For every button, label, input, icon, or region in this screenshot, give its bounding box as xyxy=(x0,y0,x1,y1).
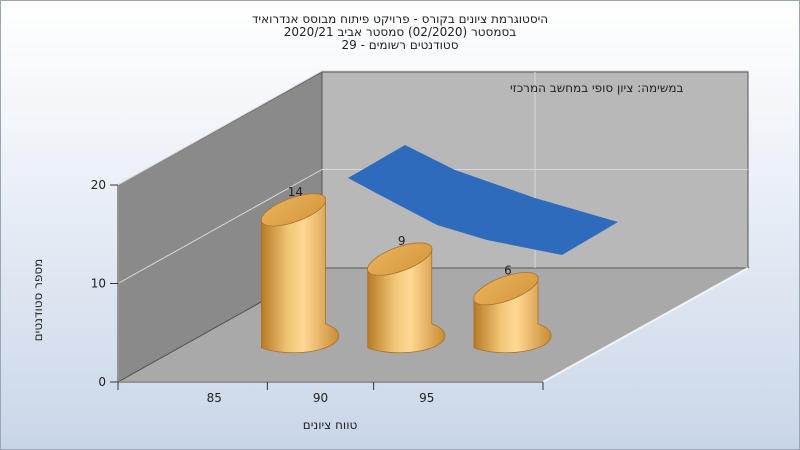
y-tick-label: 0 xyxy=(98,375,106,389)
bar-value-label: 9 xyxy=(398,234,406,248)
bar-cap xyxy=(473,272,539,306)
chart-title-line-2: בסמסטר (02/2020) סמסטר אביב 2020/21 xyxy=(283,25,517,39)
bar-cap xyxy=(367,242,433,276)
y-axis: 0 10 20 xyxy=(91,178,119,389)
x-tick-label: 95 xyxy=(419,391,434,405)
bar-85: 14 xyxy=(260,185,340,354)
chart-title-line-1: היסטוגרמת ציונים בקורס - פרויקט פיתוח מב… xyxy=(251,12,549,26)
y-tick-label: 10 xyxy=(91,277,106,291)
grid-line-left-wall xyxy=(117,169,323,284)
bar-90: 9 xyxy=(367,234,446,354)
bar-value-label: 14 xyxy=(288,185,303,199)
bar-95: 6 xyxy=(473,264,552,354)
y-tick-label: 20 xyxy=(91,178,106,192)
bar-value-label: 6 xyxy=(504,264,512,278)
bar-body xyxy=(261,197,340,354)
y-axis-label: מספר סטודנטים xyxy=(31,258,45,342)
back-wall-annotation: במשימה: ציון סופי במחשב המרכזי xyxy=(510,81,684,95)
x-axis-label: טווח ציונים xyxy=(302,418,358,432)
back-wall-curve xyxy=(348,145,618,255)
grid-line-left-wall xyxy=(117,70,323,186)
bar-series: 14 9 6 xyxy=(260,185,552,354)
x-tick-label: 85 xyxy=(207,391,222,405)
bar-cap xyxy=(260,193,327,227)
x-tick-label: 90 xyxy=(313,391,328,405)
chart-title-line-3: סטודנטים רשומים - 29 xyxy=(341,38,459,52)
x-axis: 85 90 95 xyxy=(117,381,544,405)
